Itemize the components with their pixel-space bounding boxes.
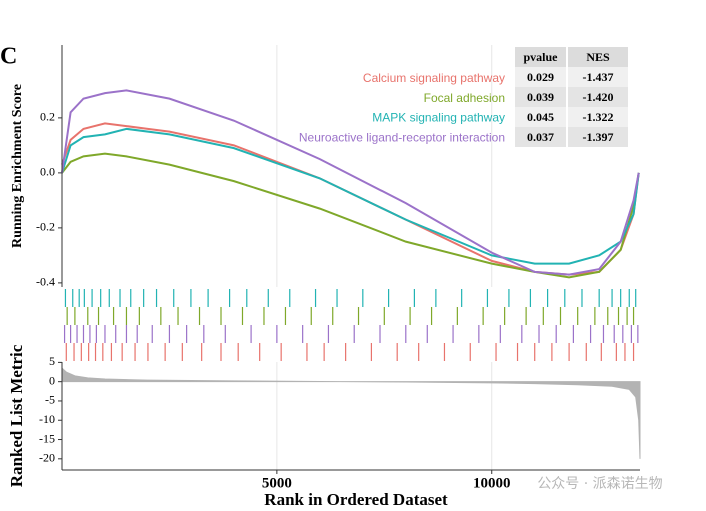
table-header-cell [515, 47, 566, 67]
legend-label: Focal adhesion [424, 91, 505, 105]
y-axis-label: Running Enrichment Score [10, 84, 25, 248]
table-cell [568, 127, 628, 147]
y-axis-label: Ranked List Metric [7, 344, 26, 487]
table-header-cell [568, 47, 628, 67]
table-cell [515, 127, 566, 147]
es-line [61, 152, 640, 279]
y-tick-label: -5 [45, 393, 55, 407]
table-value: 0.039 [527, 90, 554, 104]
table-header: NES [586, 50, 610, 64]
table-value: -1.420 [583, 90, 614, 104]
y-tick-label: -20 [39, 451, 55, 465]
es-line [61, 127, 640, 265]
table-value: 0.045 [527, 110, 554, 124]
table-cell [568, 67, 628, 87]
table-header: pvalue [523, 50, 558, 64]
metric-area [61, 367, 641, 459]
y-tick-label: 0 [49, 373, 55, 387]
y-tick-label: -15 [39, 431, 55, 445]
table-cell [515, 107, 566, 127]
watermark: 公众号 · 派森诺生物 [537, 476, 662, 492]
y-tick-label: -0.2 [36, 220, 55, 234]
table-cell [568, 87, 628, 107]
x-tick-label: 10000 [473, 475, 511, 491]
panel-label: C [0, 44, 17, 70]
table-value: -1.437 [583, 70, 614, 84]
y-tick-label: 5 [49, 354, 55, 368]
x-axis-label: Rank in Ordered Dataset [264, 490, 448, 509]
legend-label: Neuroactive ligand-receptor interaction [299, 130, 505, 144]
y-tick-label: 0.0 [40, 165, 55, 179]
legend-label: MAPK signaling pathway [372, 111, 505, 125]
table-value: 0.037 [527, 130, 554, 144]
table-cell [515, 87, 566, 107]
table-value: 0.029 [527, 70, 554, 84]
table-cell [568, 107, 628, 127]
y-tick-label: -10 [39, 412, 55, 426]
table-cell [515, 67, 566, 87]
table-value: -1.322 [583, 110, 614, 124]
y-tick-label: 0.2 [40, 110, 55, 124]
legend-label: Calcium signaling pathway [363, 71, 505, 85]
es-line [61, 89, 640, 276]
table-value: -1.397 [583, 130, 614, 144]
y-tick-label: -0.4 [36, 275, 55, 289]
x-tick-label: 5000 [262, 475, 292, 491]
